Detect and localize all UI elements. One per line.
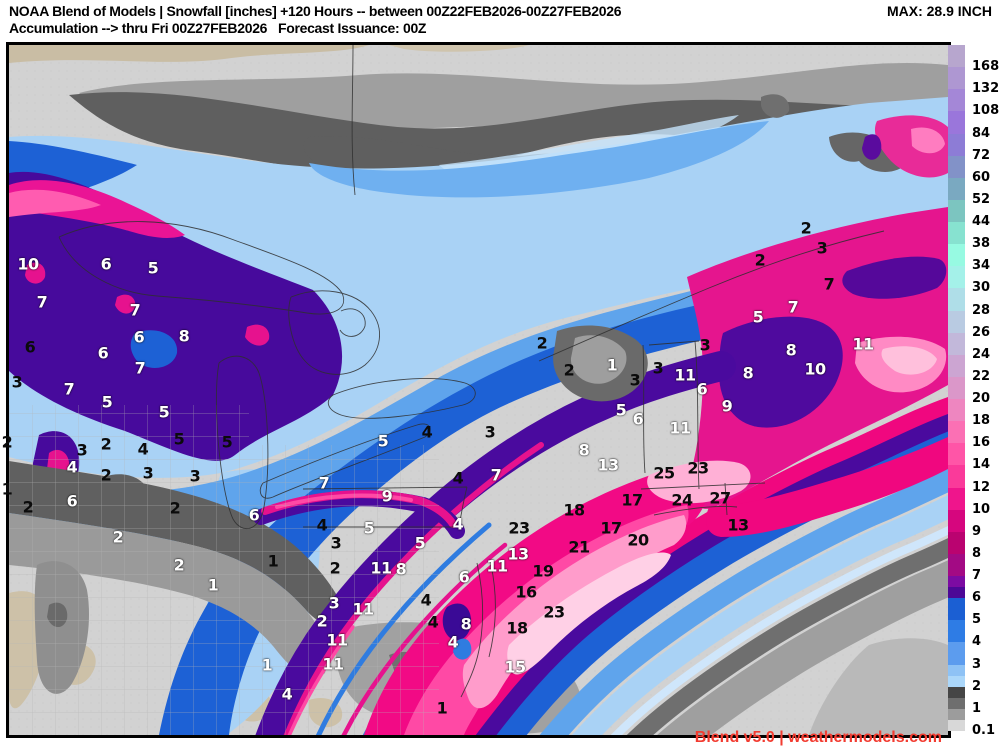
legend-band-10 <box>948 487 965 510</box>
legend-band-22 <box>948 354 965 377</box>
legend-tick-label: 6 <box>972 590 982 606</box>
legend-band-5 <box>948 598 965 621</box>
legend-band-6 <box>948 576 965 599</box>
legend-band-28 <box>948 288 965 311</box>
legend-tick-label: 84 <box>972 125 991 141</box>
legend-tick-label: 24 <box>972 346 991 362</box>
legend-tick-label: 30 <box>972 280 991 296</box>
county-grid-overlay <box>9 405 439 735</box>
legend-band-1 <box>948 686 965 709</box>
legend-band-12 <box>948 465 965 488</box>
legend-band-20 <box>948 376 965 399</box>
legend-tick-label: 16 <box>972 435 991 451</box>
legend-band-72 <box>948 133 965 156</box>
legend-tick-label: 38 <box>972 236 991 252</box>
legend-band-4 <box>948 620 965 643</box>
legend-band-7 <box>948 553 965 576</box>
legend-tick-label: 2 <box>972 678 982 694</box>
legend-band-3 <box>948 642 965 665</box>
maritime-gray-islands <box>761 94 948 178</box>
legend-tick-label: 8 <box>972 545 982 561</box>
legend-tick-label: 12 <box>972 479 991 495</box>
ocean-corner-gray <box>809 638 948 735</box>
legend-tick-label: 52 <box>972 191 991 207</box>
legend-band-18 <box>948 399 965 422</box>
legend-band-168 <box>948 45 965 68</box>
legend-tick-label: 44 <box>972 214 991 230</box>
legend-band-108 <box>948 89 965 112</box>
legend-band-24 <box>948 332 965 355</box>
legend-band-30 <box>948 266 965 289</box>
legend-tick-label: 28 <box>972 302 991 318</box>
legend-band-132 <box>948 67 965 90</box>
legend-tick-label: 0.1 <box>972 723 996 738</box>
max-value-label: MAX: 28.9 INCH <box>886 3 992 19</box>
legend-band-38 <box>948 222 965 245</box>
storm-swath-southeast-bands <box>455 396 948 735</box>
legend-band-44 <box>948 199 965 222</box>
legend-tick-label: 4 <box>972 634 982 650</box>
legend-band-8 <box>948 531 965 554</box>
legend-band-60 <box>948 155 965 178</box>
snowfall-map-raster <box>9 45 948 735</box>
legend-tick-label: 1 <box>972 700 982 716</box>
legend-tick-label: 10 <box>972 501 991 517</box>
legend-tick-label: 9 <box>972 523 982 539</box>
legend-tick-label: 22 <box>972 368 991 384</box>
snowfall-map <box>6 42 951 738</box>
legend-tick-label: 5 <box>972 612 982 628</box>
legend-tick-label: 168 <box>972 59 1000 75</box>
legend-tick-label: 26 <box>972 324 991 340</box>
legend-tick-label: 60 <box>972 169 991 185</box>
legend-tick-label: 34 <box>972 258 991 274</box>
legend-band-0.1 <box>948 708 965 731</box>
maine-heavy-snow-field <box>687 207 948 537</box>
legend-tick-label: 20 <box>972 391 991 407</box>
legend-tick-label: 108 <box>972 103 1000 119</box>
state-and-shore-lines <box>58 45 885 698</box>
legend-tick-label: 14 <box>972 457 991 473</box>
legend-tick-label: 3 <box>972 656 982 672</box>
legend-band-14 <box>948 443 965 466</box>
legend-band-26 <box>948 310 965 333</box>
legend-tick-label: 7 <box>972 568 982 584</box>
map-title-line1: NOAA Blend of Models | Snowfall [inches]… <box>9 3 622 19</box>
map-title-line2: Accumulation --> thru Fri 00Z27FEB2026 F… <box>9 20 427 36</box>
legend-tick-label: 72 <box>972 147 991 163</box>
color-scale-legend <box>948 45 965 731</box>
legend-tick-label: 132 <box>972 81 1000 97</box>
legend-band-34 <box>948 244 965 267</box>
legend-band-84 <box>948 111 965 134</box>
color-scale-tick-labels: 168 132 108 84 72 60 52 44 38 34 30 28 26 24 22 20 18 16 1… <box>972 0 1000 750</box>
branding-credit: Blend v5.0 | weathermodels.com <box>694 729 942 746</box>
legend-band-52 <box>948 177 965 200</box>
legend-band-2 <box>948 664 965 687</box>
legend-tick-label: 18 <box>972 413 991 429</box>
legend-band-9 <box>948 509 965 532</box>
legend-band-16 <box>948 421 965 444</box>
